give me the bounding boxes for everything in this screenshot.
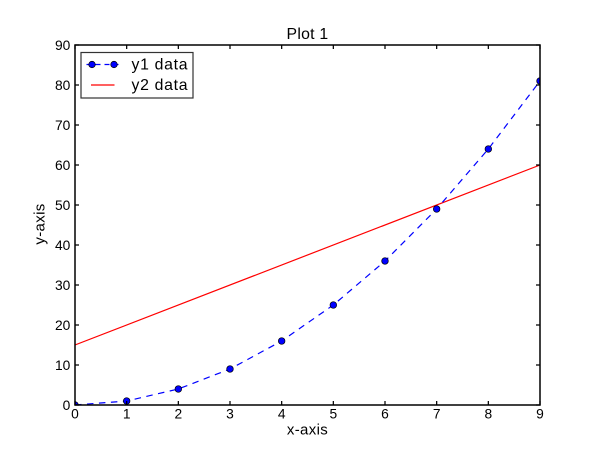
svg-text:y-axis: y-axis [31,203,48,244]
svg-text:x-axis: x-axis [287,422,328,439]
svg-text:5: 5 [329,406,337,421]
svg-text:7: 7 [433,406,441,421]
svg-text:80: 80 [55,78,71,93]
svg-text:8: 8 [484,406,492,421]
svg-text:y1 data: y1 data [132,57,189,74]
svg-text:9: 9 [536,406,544,421]
svg-text:3: 3 [226,406,234,421]
svg-text:0: 0 [63,398,71,413]
svg-text:70: 70 [55,118,71,133]
svg-text:y2 data: y2 data [132,77,189,94]
svg-text:40: 40 [55,238,71,253]
svg-text:10: 10 [55,358,71,373]
svg-text:90: 90 [55,38,71,53]
svg-text:4: 4 [278,406,286,421]
svg-text:6: 6 [381,406,389,421]
svg-text:20: 20 [55,318,71,333]
svg-text:2: 2 [174,406,182,421]
svg-text:Plot 1: Plot 1 [287,26,329,43]
svg-text:30: 30 [55,278,71,293]
svg-text:0: 0 [71,406,79,421]
svg-text:50: 50 [55,198,71,213]
svg-text:1: 1 [123,406,131,421]
svg-text:60: 60 [55,158,71,173]
